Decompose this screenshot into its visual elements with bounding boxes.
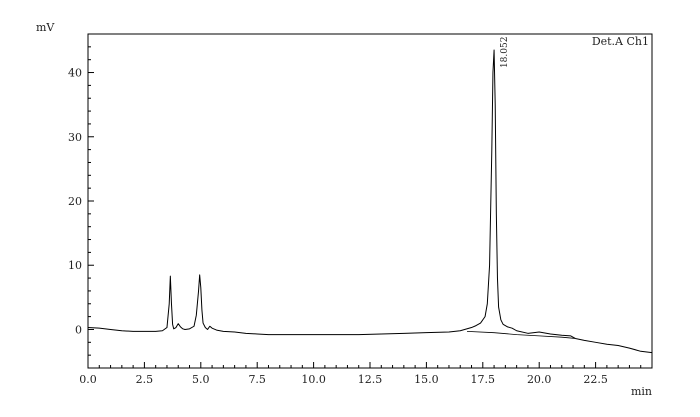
x-tick-label: 15.0 xyxy=(414,373,439,386)
signal-trace xyxy=(87,49,653,354)
x-tick-label: 20.0 xyxy=(527,373,552,386)
x-tick-label: 10.0 xyxy=(301,373,326,386)
x-tick-label: 2.5 xyxy=(136,373,154,386)
x-tick-label: 17.5 xyxy=(471,373,496,386)
y-tick-label: 40 xyxy=(68,67,82,80)
y-axis-unit: mV xyxy=(36,21,55,34)
legend-detector-label: Det.A Ch1 xyxy=(592,35,649,48)
y-tick-label: 10 xyxy=(68,259,82,272)
y-tick-label: 20 xyxy=(68,195,82,208)
x-tick-label: 5.0 xyxy=(192,373,210,386)
annotation-layer: 18.052 xyxy=(500,37,510,69)
y-tick-label: 30 xyxy=(68,131,82,144)
x-axis-unit: min xyxy=(631,385,652,398)
baseline-trace xyxy=(466,330,576,339)
peak-retention-label: 18.052 xyxy=(500,37,510,69)
x-tick-label: 0.0 xyxy=(79,373,97,386)
ticks-layer: 0.0 2.5 5.0 7.5 10.0 12.5 15.0 17.5 20.0 22.5 0 10 2… xyxy=(68,33,653,386)
x-tick-label: 7.5 xyxy=(248,373,266,386)
series-layer xyxy=(87,49,653,354)
x-tick-label: 22.5 xyxy=(583,373,608,386)
y-tick-label: 0 xyxy=(75,323,82,336)
x-tick-label: 12.5 xyxy=(358,373,383,386)
